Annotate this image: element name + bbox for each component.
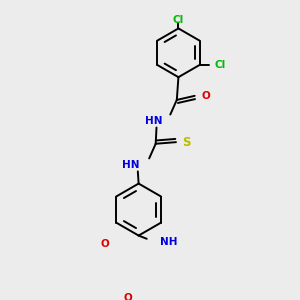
Text: HN: HN (145, 116, 162, 126)
Text: O: O (101, 239, 110, 249)
Text: Cl: Cl (173, 15, 184, 25)
Text: HN: HN (122, 160, 140, 170)
Text: NH: NH (160, 237, 177, 247)
Text: S: S (182, 136, 191, 148)
Text: Cl: Cl (214, 60, 225, 70)
Text: O: O (201, 91, 210, 101)
Text: O: O (124, 293, 133, 300)
